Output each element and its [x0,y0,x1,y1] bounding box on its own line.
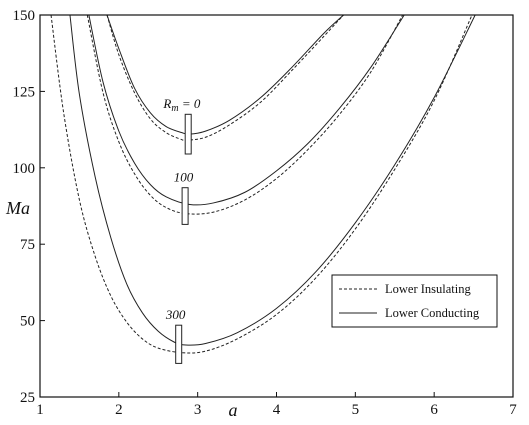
legend-box [331,274,498,328]
x-tick-label-4: 5 [352,402,360,418]
series-line-2 [88,15,405,206]
annotation-2: 300 [165,307,186,322]
legend: Lower Insulating Lower Conducting [331,274,498,328]
x-axis-title: a [229,400,238,420]
series-line-4 [69,15,476,346]
series-line-3 [86,15,404,215]
x-tick-label-1: 2 [115,402,123,418]
annotation-group: Rm = 0 100 300 [162,96,200,322]
y-tick-label-4: 125 [13,84,36,100]
min-marker-0 [184,113,192,155]
legend-label-insulating: Lower Insulating [385,282,471,296]
series-line-5 [50,15,473,354]
y-tick-label-1: 50 [20,314,35,330]
annotation-1: 100 [174,170,194,185]
x-tick-label-2: 3 [194,402,202,418]
legend-label-conducting: Lower Conducting [385,306,480,320]
tick-group: 1 2 3 4 5 6 7 25 50 75 100 125 150 [13,8,518,418]
x-tick-label-5: 6 [430,402,438,418]
marker-group [175,113,192,364]
x-tick-label-6: 7 [509,402,517,418]
y-tick-label-3: 100 [13,161,36,177]
y-tick-label-5: 150 [13,8,36,24]
min-marker-2 [175,324,183,364]
y-axis-title: Ma [5,198,30,218]
y-tick-label-0: 25 [20,390,35,406]
y-tick-label-2: 75 [20,237,35,253]
annotation-0: Rm = 0 [162,96,200,114]
min-marker-1 [181,187,189,225]
x-tick-label-3: 4 [273,402,281,418]
series-group [50,15,476,354]
x-tick-label-0: 1 [36,402,44,418]
